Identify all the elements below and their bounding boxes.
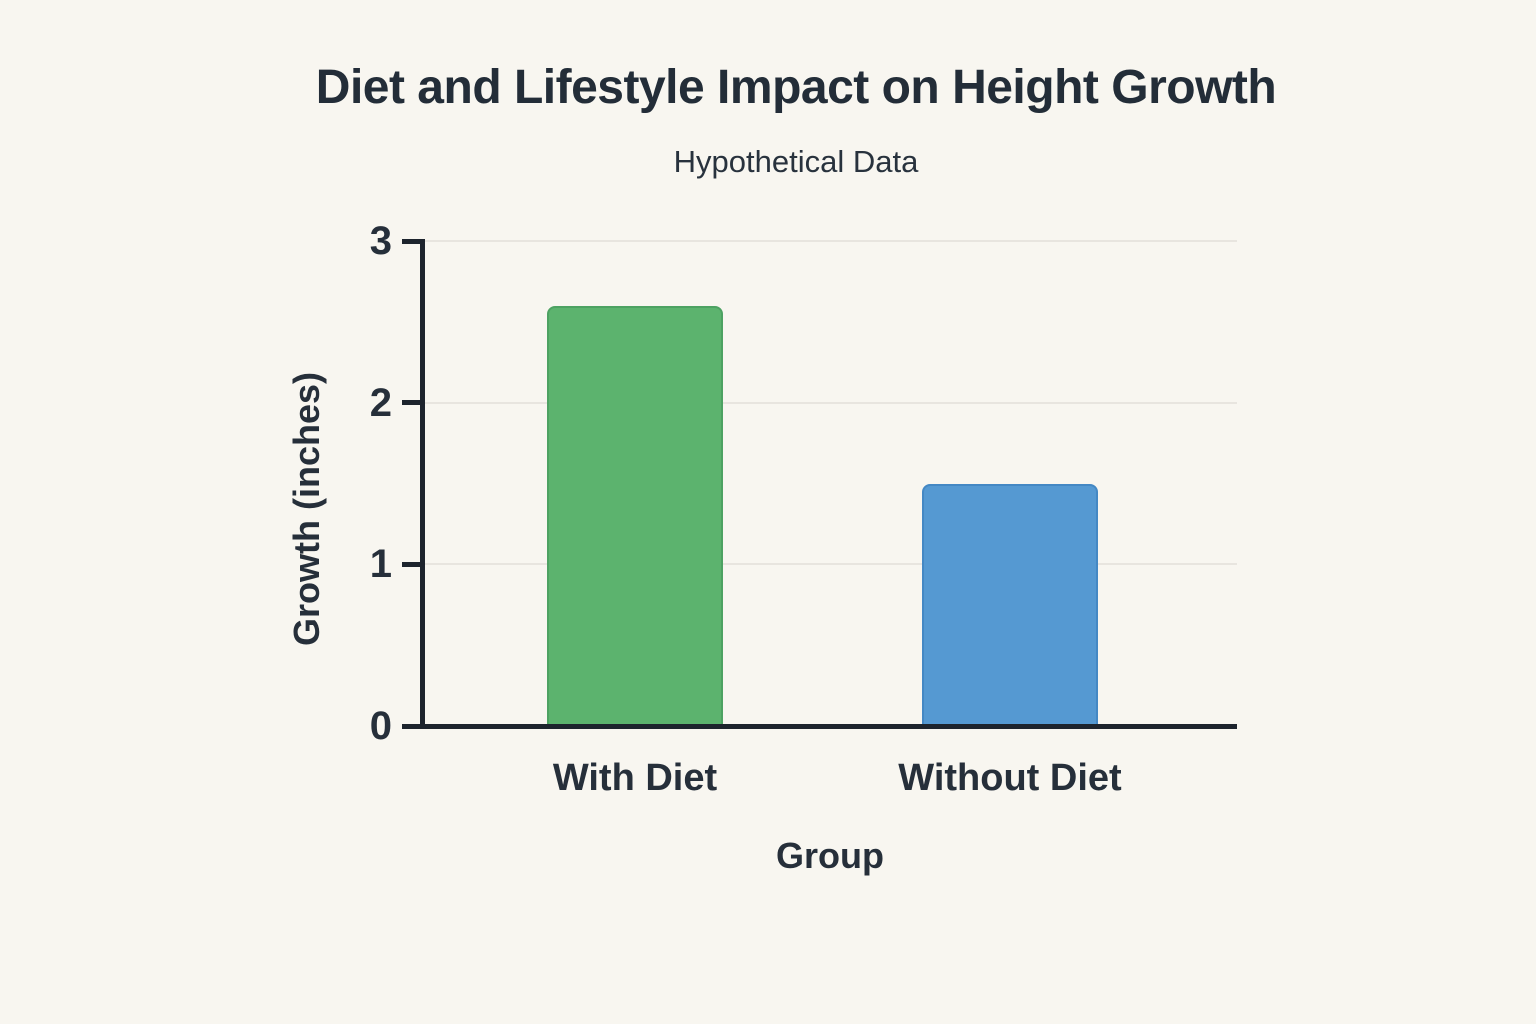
y-axis-spine: [420, 239, 425, 729]
y-tick-3: [402, 238, 420, 244]
chart-subtitle: Hypothetical Data: [673, 144, 919, 179]
bar-with-diet: [547, 305, 723, 726]
y-tick-0: [402, 723, 420, 729]
y-tick-label-3: 3: [369, 219, 392, 263]
x-tick-label-without-diet: Without Diet: [898, 757, 1122, 799]
y-tick-label-0: 0: [369, 704, 392, 748]
gridline-y-1: [425, 563, 1237, 566]
x-tick-label-with-diet: With Diet: [552, 757, 718, 799]
y-tick-2: [402, 400, 420, 406]
chart-title: Diet and Lifestyle Impact on Height Grow…: [315, 61, 1277, 114]
x-axis-title: Group: [776, 835, 884, 876]
bar-without-diet: [922, 483, 1098, 726]
y-tick-label-2: 2: [369, 380, 392, 425]
gridline-y-3: [425, 240, 1237, 242]
gridline-y-2: [425, 401, 1237, 404]
y-tick-1: [402, 561, 420, 567]
x-axis-spine: [420, 724, 1237, 729]
y-tick-label-1: 1: [369, 542, 392, 587]
